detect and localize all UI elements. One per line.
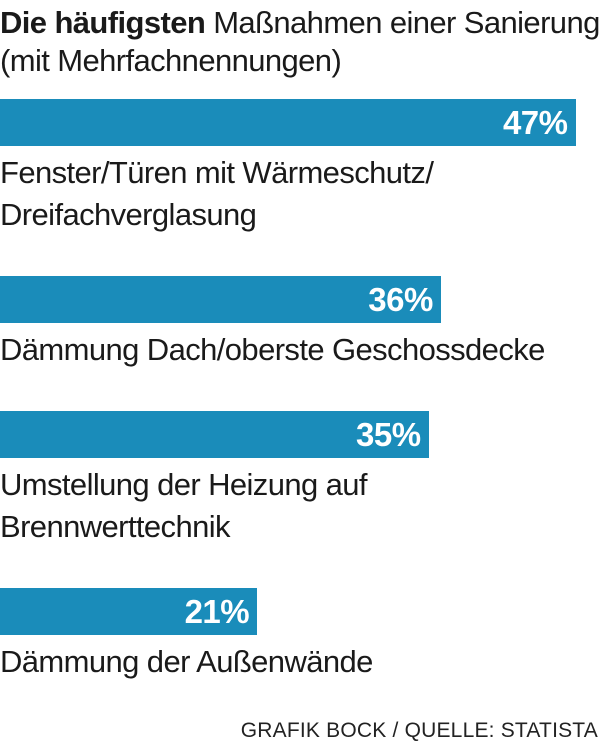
source: GRAFIK BOCK / QUELLE: STATISTA bbox=[240, 719, 598, 742]
bar-item: 35% Umstellung der Heizung auf Brennwertt… bbox=[0, 411, 600, 548]
chart-subtitle: Maßnahmen einer Sanierung (mit Mehrfachn… bbox=[0, 5, 600, 78]
value-label: 35% bbox=[356, 416, 421, 453]
bar-item: 36% Dämmung Dach/oberste Geschossdecke bbox=[0, 276, 600, 371]
bar: 47% bbox=[0, 99, 576, 146]
category-label: Umstellung der Heizung auf Brennwerttech… bbox=[0, 467, 368, 544]
bar: 21% bbox=[0, 588, 258, 635]
chart-title: Die häufigsten bbox=[0, 5, 206, 40]
bar: 36% bbox=[0, 276, 441, 323]
value-label: 36% bbox=[368, 281, 433, 318]
header: Die häufigsten Maßnahmen einer Sanierung… bbox=[0, 0, 600, 99]
value-label: 21% bbox=[184, 593, 250, 630]
category-label: Fenster/Türen mit Wärmeschutz/ Dreifachv… bbox=[0, 155, 434, 232]
bars: 47% Fenster/Türen mit Wärmeschutz/ Dreifa… bbox=[0, 99, 600, 683]
category-label: Dämmung der Außenwände bbox=[0, 644, 373, 679]
category-label: Dämmung Dach/oberste Geschossdecke bbox=[0, 332, 545, 367]
bar-item: 21% Dämmung der Außenwände bbox=[0, 588, 600, 683]
value-label: 47% bbox=[502, 104, 568, 141]
bar: 35% bbox=[0, 411, 429, 458]
bar-item: 47% Fenster/Türen mit Wärmeschutz/ Dreifa… bbox=[0, 99, 600, 236]
